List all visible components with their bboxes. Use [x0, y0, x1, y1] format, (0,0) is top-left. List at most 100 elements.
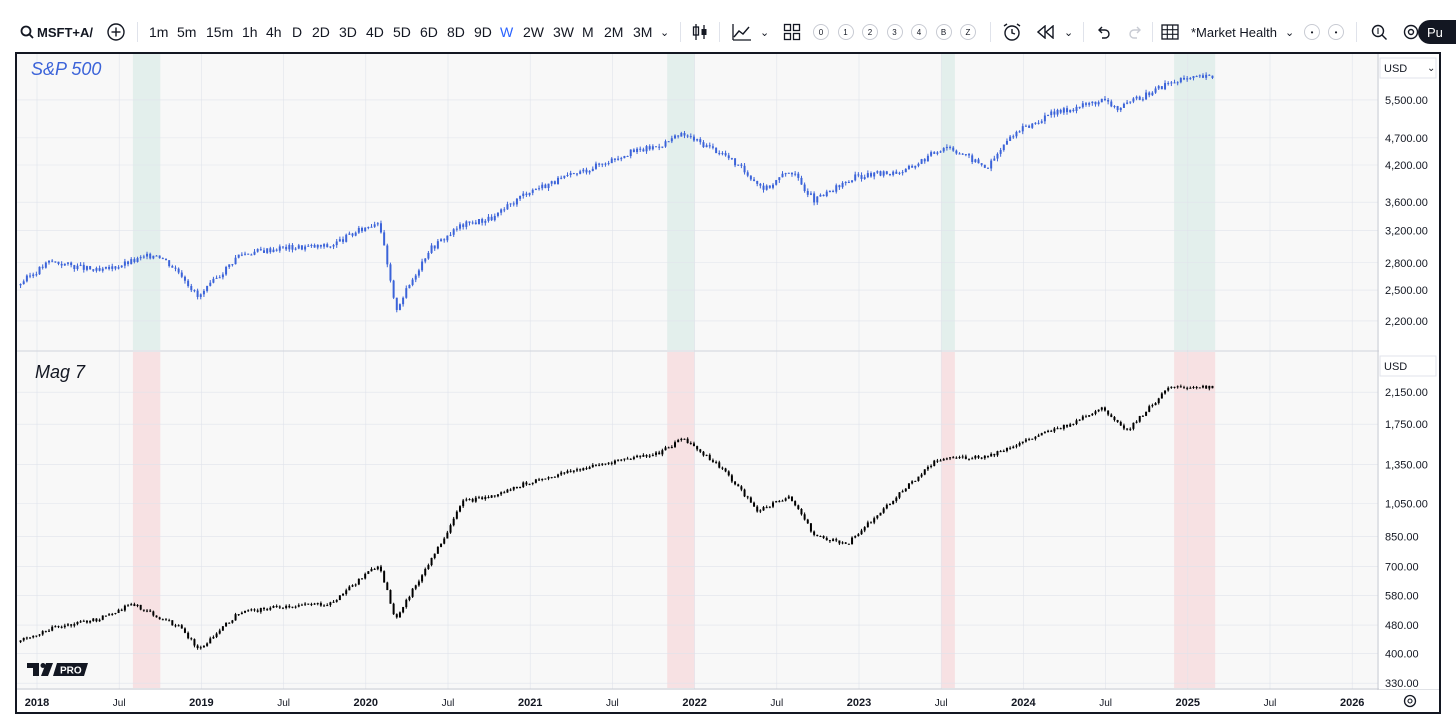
candle-body — [221, 274, 224, 278]
layout-dot-button[interactable]: • — [1304, 24, 1320, 40]
interval-1m[interactable]: 1m — [149, 24, 169, 40]
redo-button[interactable] — [1128, 20, 1144, 44]
candle-body — [1018, 443, 1021, 446]
interval-8d[interactable]: 8D — [447, 24, 465, 40]
interval-6d[interactable]: 6D — [420, 24, 438, 40]
price-tick-label: 3,600.00 — [1385, 197, 1428, 209]
candle-body — [607, 163, 610, 165]
interval-1h[interactable]: 1h — [242, 24, 258, 40]
interval-2d[interactable]: 2D — [312, 24, 330, 40]
candle-body — [857, 174, 860, 176]
currency-selector-bottom[interactable]: USD — [1379, 355, 1437, 377]
candle-body — [1002, 450, 1005, 452]
candle-body — [1113, 416, 1116, 420]
quick-button-z[interactable]: Z — [960, 24, 976, 40]
quick-search-button[interactable] — [1370, 20, 1388, 44]
candle-body — [1145, 411, 1148, 416]
layout-dot-button[interactable]: • — [1328, 24, 1344, 40]
currency-selector-top[interactable]: USD ⌄ — [1379, 57, 1437, 79]
interval-2w[interactable]: 2W — [523, 24, 544, 40]
candle-body — [351, 233, 354, 236]
time-tick-label: Jul — [770, 698, 783, 709]
symbol-search[interactable]: MSFT+A/ — [20, 20, 93, 44]
quick-button-b[interactable]: B — [935, 24, 952, 40]
interval-4h[interactable]: 4h — [266, 24, 282, 40]
candle-body — [901, 491, 904, 493]
quick-button-1[interactable]: 1 — [837, 24, 854, 40]
interval-5m[interactable]: 5m — [177, 24, 197, 40]
interval-3d[interactable]: 3D — [339, 24, 357, 40]
interval-w[interactable]: W — [500, 24, 514, 40]
candle-body — [446, 235, 449, 241]
candle-body — [402, 607, 405, 613]
candle-body — [379, 566, 382, 572]
quick-button-4[interactable]: 4 — [911, 24, 927, 40]
candle-body — [1179, 77, 1182, 83]
candle-body — [933, 152, 936, 154]
quick-button-2[interactable]: 2 — [862, 24, 878, 40]
candle-body — [923, 469, 926, 475]
candle-body — [677, 135, 680, 137]
candle-body — [101, 615, 104, 620]
candle-body — [759, 183, 762, 186]
candle-body — [990, 160, 993, 169]
interval-4d[interactable]: 4D — [366, 24, 384, 40]
indicators-button[interactable] — [732, 20, 752, 44]
quick-button-0[interactable]: 0 — [813, 24, 829, 40]
candle-body — [253, 251, 256, 255]
layout-grid-button[interactable] — [783, 20, 801, 44]
interval-3w[interactable]: 3W — [553, 24, 574, 40]
interval-5d[interactable]: 5D — [393, 24, 411, 40]
candle-body — [557, 177, 560, 185]
highlight-band — [941, 352, 955, 688]
replay-button[interactable] — [1037, 20, 1055, 44]
candle-body — [221, 626, 224, 631]
candle-body — [1151, 405, 1154, 407]
chart-canvas[interactable]: S&P 500 Mag 7 USD ⌄ USD 5,500.00 4,700.00… — [17, 54, 1439, 712]
candle-body — [405, 599, 408, 608]
candle-body — [133, 259, 136, 262]
replay-dropdown-chevron[interactable]: ⌄ — [1064, 26, 1074, 39]
candle-body — [607, 462, 610, 464]
indicators-dropdown-chevron[interactable]: ⌄ — [760, 26, 770, 39]
candle-body — [411, 588, 414, 597]
candle-body — [1056, 109, 1059, 115]
candle-body — [512, 203, 515, 205]
time-axis-settings-button[interactable] — [1403, 694, 1417, 708]
candle-body — [715, 147, 718, 154]
candle-body — [531, 189, 534, 193]
multi-layout-button[interactable] — [1161, 20, 1179, 44]
candle-body — [863, 177, 866, 179]
candle-body — [1157, 86, 1160, 89]
candle-body — [395, 614, 398, 618]
interval-2m[interactable]: 2M — [604, 24, 624, 40]
compare-symbol-button[interactable] — [106, 20, 126, 44]
interval-d[interactable]: D — [292, 24, 303, 40]
candle-body — [866, 522, 869, 528]
settings-button[interactable] — [1402, 20, 1420, 44]
interval-3m[interactable]: 3M — [633, 24, 653, 40]
time-axis[interactable] — [17, 690, 1439, 712]
alert-button[interactable] — [1002, 20, 1022, 44]
interval-dropdown-chevron[interactable]: ⌄ — [660, 26, 670, 39]
layout-name-button[interactable]: *Market Health — [1191, 24, 1277, 40]
candle-body — [108, 266, 111, 269]
interval-15m[interactable]: 15m — [206, 24, 234, 40]
candle-body — [196, 290, 199, 297]
layout-dropdown-chevron[interactable]: ⌄ — [1285, 26, 1295, 39]
candle-body — [870, 522, 873, 524]
candle-body — [999, 150, 1002, 154]
mag7-candles — [19, 384, 1214, 650]
candle-style-button[interactable] — [692, 20, 708, 44]
candle-body — [1075, 106, 1078, 111]
interval-m[interactable]: M — [582, 24, 594, 40]
publish-button[interactable]: Pu — [1418, 20, 1456, 44]
interval-9d[interactable]: 9D — [474, 24, 492, 40]
undo-button[interactable] — [1095, 20, 1111, 44]
candle-body — [999, 451, 1002, 453]
candle-body — [952, 457, 955, 459]
candle-body — [430, 557, 433, 566]
candle-body — [996, 451, 999, 456]
price-tick-label: 1,750.00 — [1385, 419, 1428, 431]
quick-button-3[interactable]: 3 — [886, 24, 903, 40]
